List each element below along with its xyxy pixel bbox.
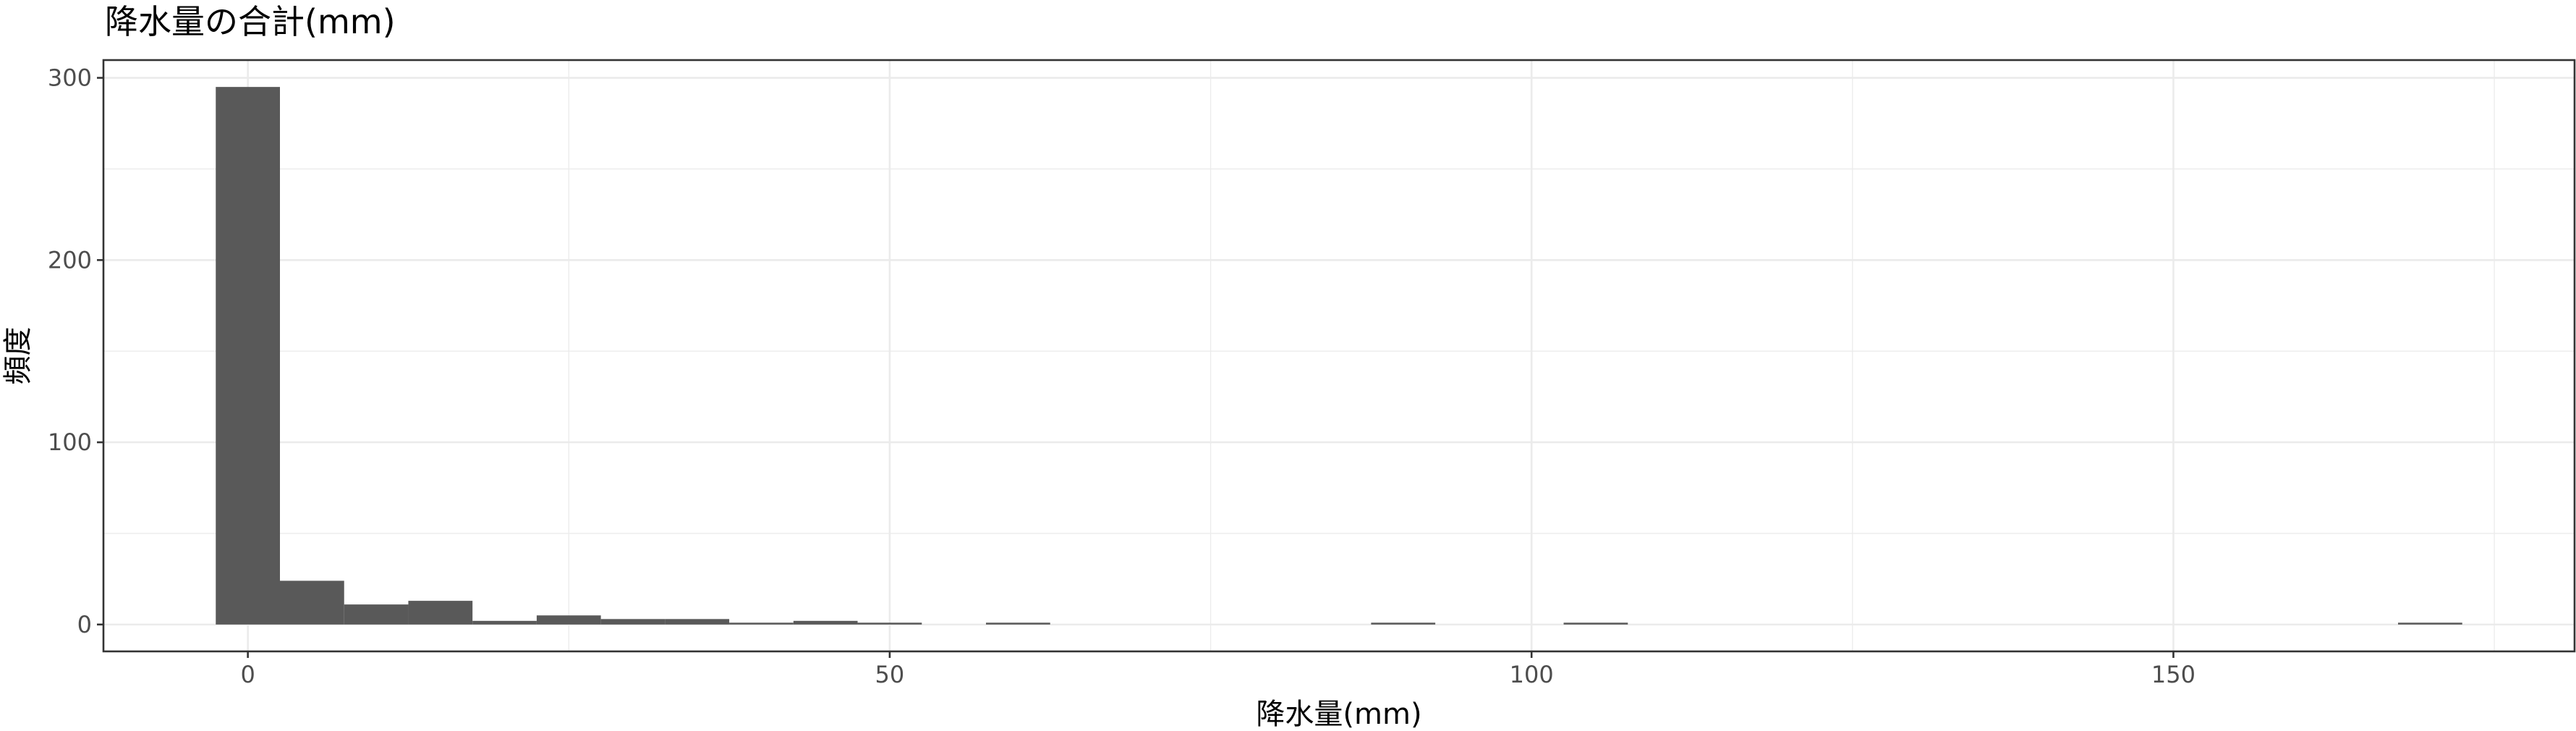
axis-ticks: 0 50 100 150 0 100 200 300 <box>48 64 2195 688</box>
x-axis-label: 降水量(mm) <box>1256 698 1421 731</box>
y-tick-label: 300 <box>48 64 92 92</box>
chart-title: 降水量の合計(mm) <box>105 2 396 41</box>
histogram-bar <box>216 87 280 625</box>
histogram-bar <box>344 604 409 625</box>
histogram-bar <box>472 620 537 625</box>
histogram-bars <box>216 87 2462 625</box>
y-tick-label: 200 <box>48 246 92 274</box>
y-tick-label: 100 <box>48 428 92 456</box>
histogram-bar <box>536 615 601 625</box>
y-tick-label: 0 <box>77 611 92 638</box>
histogram-bar <box>986 622 1050 625</box>
plot-panel-border <box>102 59 2576 653</box>
histogram-bar <box>2398 622 2462 625</box>
x-tick-label: 100 <box>1510 661 1554 688</box>
histogram-bar <box>600 619 666 625</box>
histogram-bar <box>729 622 794 625</box>
histogram-bar <box>1563 622 1628 625</box>
histogram-bar <box>665 619 730 625</box>
x-tick-label: 0 <box>240 661 255 688</box>
histogram-bar <box>408 601 473 625</box>
grid-lines <box>103 60 2575 651</box>
x-tick-label: 150 <box>2151 661 2195 688</box>
y-axis-label: 頻度 <box>1 327 35 385</box>
histogram-bar <box>857 622 922 625</box>
histogram-bar <box>1371 622 1436 625</box>
histogram-bar <box>280 580 344 625</box>
histogram-bar <box>793 620 858 625</box>
x-tick-label: 50 <box>875 661 905 688</box>
